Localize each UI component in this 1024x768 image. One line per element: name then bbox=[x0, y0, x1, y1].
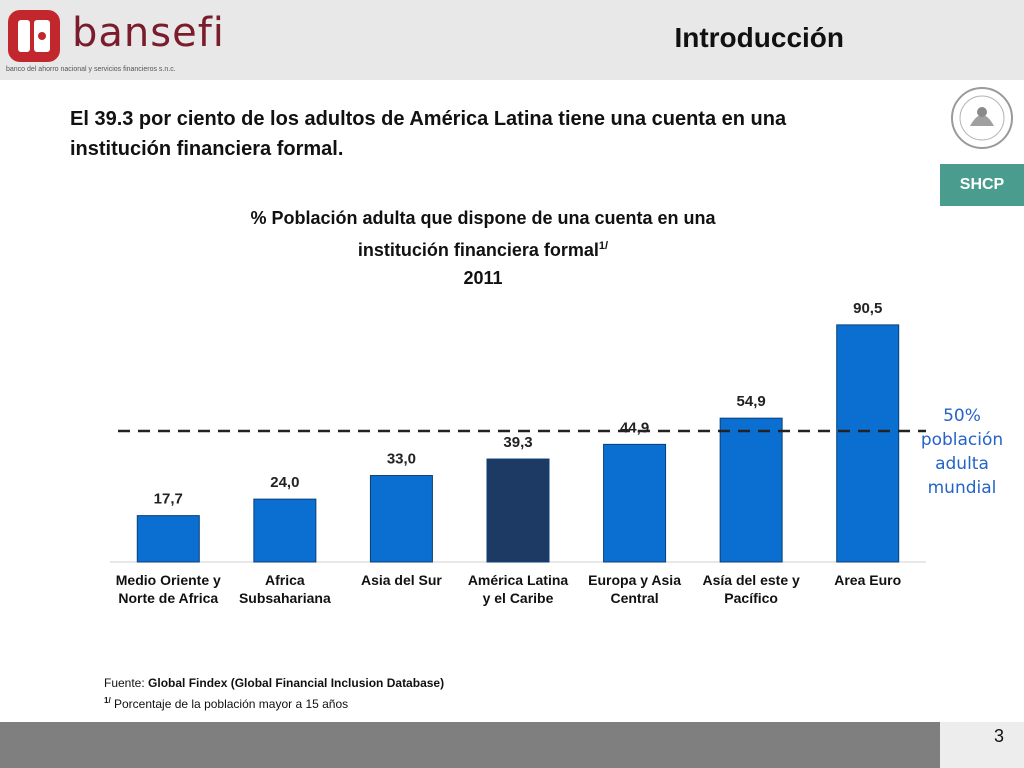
chart-title-superscript: 1/ bbox=[598, 240, 609, 252]
bar bbox=[603, 443, 667, 563]
category-label: Europa y Asia bbox=[588, 572, 681, 588]
page-number-box: 3 bbox=[940, 722, 1024, 768]
category-label: Asia del Sur bbox=[361, 572, 442, 588]
note-mark: 1/ bbox=[104, 696, 111, 705]
bar bbox=[253, 498, 317, 563]
brand-tagline: banco del ahorro nacional y servicios fi… bbox=[6, 66, 176, 73]
reference-label-line: mundial bbox=[927, 478, 997, 498]
source-name: Global Findex (Global Financial Inclusio… bbox=[148, 676, 445, 690]
reference-label-line: 50% bbox=[943, 406, 981, 426]
data-label: 33,0 bbox=[387, 451, 416, 468]
header-bar: bansefi banco del ahorro nacional y serv… bbox=[0, 0, 940, 80]
footnote: Fuente: Global Findex (Global Financial … bbox=[104, 674, 444, 713]
category-label: Norte de Africa bbox=[118, 590, 218, 606]
bansefi-logo: bansefi banco del ahorro nacional y serv… bbox=[6, 8, 246, 76]
data-label: 39,3 bbox=[503, 434, 532, 451]
bar bbox=[369, 475, 433, 563]
brand-name: bansefi bbox=[72, 10, 225, 56]
chart-title-line2: institución financiera formal bbox=[357, 240, 599, 260]
chart-title-line1: % Población adulta que dispone de una cu… bbox=[250, 208, 716, 228]
note-line: 1/ Porcentaje de la población mayor a 15… bbox=[104, 692, 444, 713]
sidebar: SHCP bbox=[940, 0, 1024, 768]
category-label: Central bbox=[610, 590, 658, 606]
bansefi-logo-icon bbox=[8, 10, 60, 62]
category-label: Pacífico bbox=[724, 590, 778, 606]
data-label: 17,7 bbox=[154, 491, 183, 508]
national-seal-icon bbox=[951, 87, 1013, 149]
data-label: 90,5 bbox=[853, 300, 882, 317]
category-label: y el Caribe bbox=[483, 590, 554, 606]
reference-line-label: 50% población adulta mundial bbox=[912, 404, 1012, 500]
chart-title: % Población adulta que dispone de una cu… bbox=[150, 204, 816, 292]
page-title: Introducción bbox=[674, 22, 844, 53]
bar bbox=[486, 458, 550, 563]
bar bbox=[836, 324, 900, 563]
footer-bar bbox=[0, 722, 940, 768]
category-label: Asía del este y bbox=[703, 572, 800, 588]
category-label: Africa bbox=[265, 572, 305, 588]
source-line: Fuente: Global Findex (Global Financial … bbox=[104, 674, 444, 692]
shcp-badge: SHCP bbox=[940, 164, 1024, 206]
reference-label-line: adulta bbox=[935, 454, 989, 474]
data-label: 54,9 bbox=[737, 393, 766, 410]
note-text: Porcentaje de la población mayor a 15 añ… bbox=[110, 697, 349, 711]
data-label: 44,9 bbox=[620, 419, 649, 436]
category-label: Subsahariana bbox=[239, 590, 331, 606]
bar bbox=[136, 515, 200, 563]
data-label: 24,0 bbox=[270, 474, 299, 491]
sidebar-top bbox=[940, 0, 1024, 80]
chart-title-year: 2011 bbox=[463, 268, 503, 288]
source-prefix: Fuente: bbox=[104, 676, 149, 690]
category-label: América Latina bbox=[468, 572, 569, 588]
headline-statement: El 39.3 por ciento de los adultos de Amé… bbox=[70, 108, 787, 160]
category-label: Area Euro bbox=[834, 572, 901, 588]
category-label: Medio Oriente y bbox=[116, 572, 221, 588]
page-number: 3 bbox=[993, 726, 1004, 746]
reference-label-line: población bbox=[920, 430, 1004, 450]
bar bbox=[719, 417, 783, 563]
